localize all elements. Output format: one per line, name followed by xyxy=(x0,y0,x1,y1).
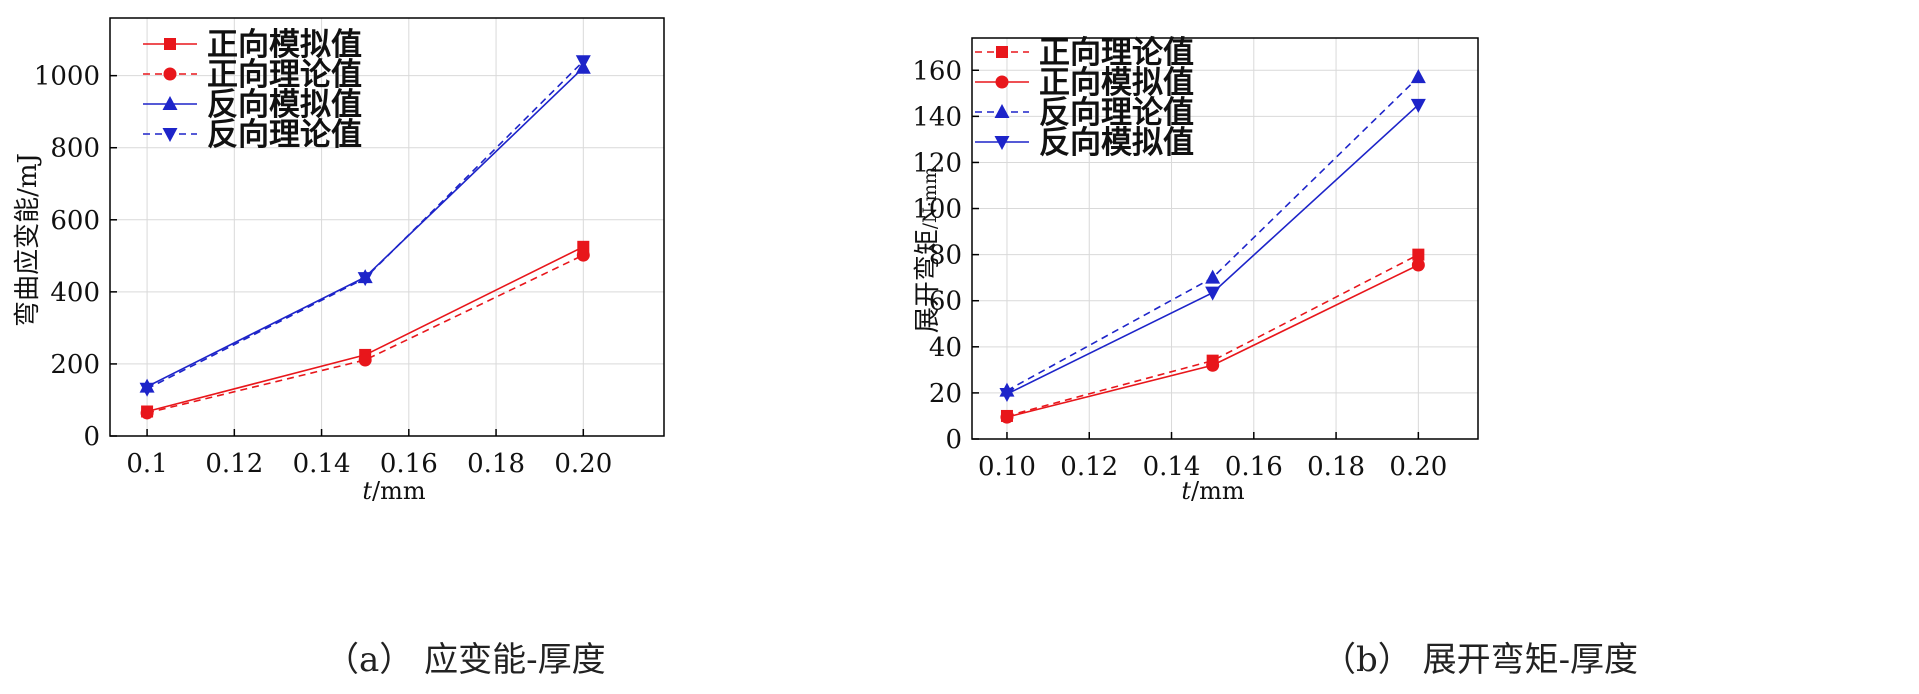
data-point xyxy=(575,55,591,70)
data-point xyxy=(1206,358,1220,372)
data-point xyxy=(357,272,373,287)
data-point xyxy=(140,406,154,420)
legend-marker xyxy=(994,136,1010,150)
x-tick-label: 0.1 xyxy=(126,449,167,479)
y-tick-label: 40 xyxy=(929,333,962,363)
y-tick-label: 200 xyxy=(50,350,100,380)
ticks: 0.10 0.12 0.14 0.16 0.18 0.20 0 20 40 60 80 100 120 1… xyxy=(912,56,1447,482)
caption-b: （b） 展开弯矩-厚度 xyxy=(1322,640,1639,680)
y-tick-label: 600 xyxy=(50,206,100,236)
legend-label: 正向模拟值 xyxy=(1039,65,1194,101)
legend-marker xyxy=(996,46,1008,58)
series-1 xyxy=(141,240,590,418)
legend-marker xyxy=(162,96,178,110)
y-axis-label-unit: /N·mm xyxy=(920,167,941,229)
plot-frame xyxy=(109,17,665,437)
y-tick-label: 140 xyxy=(912,102,962,132)
strain-energy-chart: 0.1 0.12 0.14 0.16 0.18 0.20 0 200 400 600 800 1000… xyxy=(13,17,665,505)
data-point xyxy=(139,382,155,397)
legend-label: 反向理论值 xyxy=(1039,95,1194,131)
y-tick-label: 120 xyxy=(912,148,962,178)
legend-marker xyxy=(164,38,176,50)
x-axis-label-symbol: t xyxy=(1181,477,1191,505)
data-point xyxy=(1410,98,1426,113)
unfolding-moment-chart: 0.10 0.12 0.14 0.16 0.18 0.20 0 20 40 60 80 100 120 1… xyxy=(912,35,1479,505)
x-axis-label-unit: /mm xyxy=(1191,477,1245,505)
x-tick-label: 0.10 xyxy=(978,452,1036,482)
legend-label: 反向理论值 xyxy=(207,117,362,153)
data-point xyxy=(1410,69,1426,84)
x-tick-label: 0.16 xyxy=(380,449,438,479)
series-line xyxy=(146,254,584,414)
data-point xyxy=(999,388,1015,403)
y-tick-label: 80 xyxy=(929,241,962,271)
y-tick-label: 800 xyxy=(50,134,100,164)
x-tick-label: 0.14 xyxy=(1143,452,1201,482)
x-tick-label: 0.14 xyxy=(293,449,351,479)
chart-panel-unfolding-moment: 0.10 0.12 0.14 0.16 0.18 0.20 0 20 40 60 80 100 120 1… xyxy=(912,0,1919,694)
x-axis-label-unit: /mm xyxy=(372,477,426,505)
y-tick-label: 0 xyxy=(945,425,962,455)
legend-marker xyxy=(162,128,178,142)
ticks: 0.1 0.12 0.14 0.16 0.18 0.20 0 200 400 600 800 1000 xyxy=(34,62,612,479)
x-tick-label: 0.20 xyxy=(554,449,612,479)
grid xyxy=(110,18,664,437)
chart-panel-strain-energy: 0.1 0.12 0.14 0.16 0.18 0.20 0 200 400 600 800 1000… xyxy=(13,17,665,680)
data-point xyxy=(1411,258,1425,272)
legend-label: 正向理论值 xyxy=(207,57,362,93)
y-tick-label: 20 xyxy=(929,379,962,409)
x-tick-label: 0.12 xyxy=(1060,452,1118,482)
data-point xyxy=(1205,269,1221,284)
y-tick-label: 0 xyxy=(83,422,100,452)
y-tick-label: 400 xyxy=(50,278,100,308)
legend-label: 正向理论值 xyxy=(1039,35,1194,71)
y-tick-label: 160 xyxy=(912,56,962,86)
data-point xyxy=(358,353,372,367)
y-tick-label: 1000 xyxy=(34,62,100,92)
x-tick-label: 0.12 xyxy=(205,449,263,479)
y-axis-label-text: 弯曲应变能/mJ xyxy=(13,153,43,327)
data-point xyxy=(1205,286,1221,301)
y-axis-label: 展开弯矩/N·mm xyxy=(913,167,943,333)
legend-marker xyxy=(995,75,1009,89)
x-tick-label: 0.18 xyxy=(1307,452,1365,482)
x-tick-label: 0.16 xyxy=(1225,452,1283,482)
data-point xyxy=(1412,248,1425,261)
data-point xyxy=(1000,410,1014,424)
series-2 xyxy=(1000,258,1425,424)
series-4 xyxy=(999,98,1426,403)
y-tick-label: 100 xyxy=(912,195,962,225)
series-4 xyxy=(139,55,591,397)
y-tick-label: 60 xyxy=(929,287,962,317)
y-axis-label-text: 展开弯矩 xyxy=(913,229,943,333)
legend-label: 正向模拟值 xyxy=(207,27,362,63)
y-axis-label: 弯曲应变能/mJ xyxy=(13,153,43,327)
legend-marker xyxy=(163,67,177,81)
legend-marker xyxy=(994,104,1010,118)
plot-frame xyxy=(971,37,1479,440)
legend-label: 反向模拟值 xyxy=(1039,125,1194,161)
series-2 xyxy=(140,248,590,420)
x-axis-label-symbol: t xyxy=(362,477,372,505)
x-axis-label: t/mm xyxy=(1181,477,1245,505)
legend-label: 反向模拟值 xyxy=(207,87,362,123)
x-tick-label: 0.20 xyxy=(1389,452,1447,482)
data-point xyxy=(576,248,590,262)
x-tick-label: 0.18 xyxy=(467,449,525,479)
caption-a: （a） 应变能-厚度 xyxy=(325,640,606,680)
x-axis-label: t/mm xyxy=(362,477,426,505)
